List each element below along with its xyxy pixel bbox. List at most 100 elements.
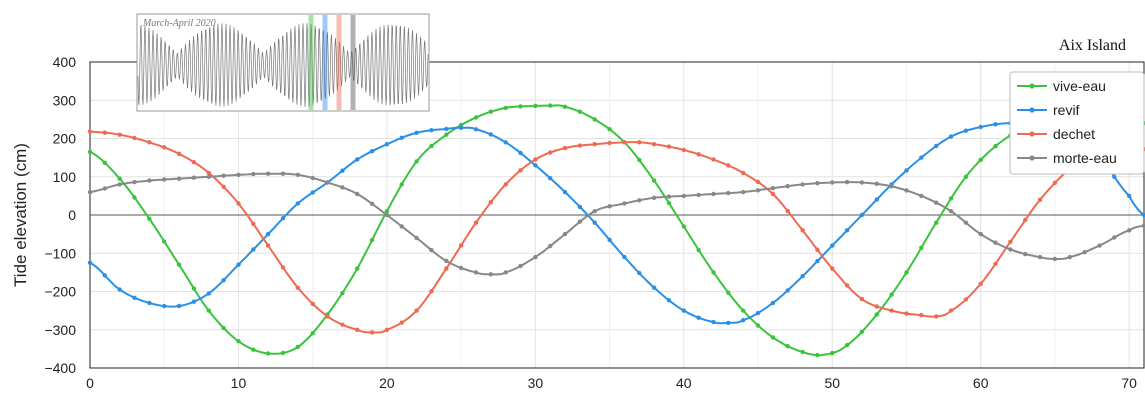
data-point-dechet — [874, 304, 879, 309]
data-point-vive-eau — [102, 160, 108, 165]
data-point-dechet — [310, 301, 315, 306]
data-point-dechet — [770, 191, 776, 197]
data-point-morte-eau — [830, 180, 835, 185]
series-line-morte-eau — [89, 172, 1145, 276]
data-point-revif — [1141, 212, 1145, 218]
data-point-revif — [458, 125, 464, 130]
data-point-vive-eau — [755, 323, 761, 328]
data-point-dechet — [651, 142, 657, 147]
data-point-vive-eau — [726, 290, 731, 295]
data-point-dechet — [919, 313, 924, 318]
data-point-vive-eau — [696, 247, 701, 253]
data-point-dechet — [711, 157, 716, 162]
data-point-morte-eau — [637, 198, 642, 203]
data-point-dechet — [429, 289, 434, 294]
x-tick-label: 60 — [973, 375, 989, 391]
data-point-morte-eau — [310, 175, 315, 181]
data-point-dechet — [562, 145, 568, 151]
data-point-morte-eau — [1097, 243, 1102, 248]
data-point-dechet — [1037, 197, 1043, 202]
data-point-vive-eau — [355, 266, 360, 271]
data-point-morte-eau — [251, 171, 256, 177]
data-point-dechet — [859, 296, 865, 302]
data-point-revif — [562, 189, 568, 195]
data-point-vive-eau — [444, 132, 449, 137]
data-point-dechet — [1052, 180, 1058, 185]
y-tick-label: 200 — [53, 131, 77, 147]
data-point-vive-eau — [844, 342, 850, 348]
data-point-revif — [147, 300, 152, 306]
data-point-morte-eau — [503, 270, 508, 275]
data-point-vive-eau — [785, 344, 790, 349]
data-point-revif — [741, 318, 746, 323]
data-point-vive-eau — [191, 286, 197, 291]
y-tick-label: −100 — [44, 245, 76, 261]
data-point-morte-eau — [147, 178, 152, 183]
data-point-revif — [666, 298, 672, 303]
data-point-dechet — [265, 243, 271, 248]
data-point-revif — [948, 134, 954, 139]
data-point-revif — [162, 303, 167, 309]
data-point-dechet — [355, 327, 360, 332]
data-point-morte-eau — [369, 201, 375, 206]
data-point-dechet — [251, 221, 256, 226]
data-point-revif — [696, 315, 701, 320]
data-point-dechet — [978, 281, 983, 287]
y-tick-labels: 400 300 200 100 0 −100 −200 −300 −400 — [44, 54, 76, 376]
data-point-dechet — [548, 150, 553, 155]
data-point-dechet — [147, 140, 152, 145]
data-point-morte-eau — [206, 174, 211, 179]
data-point-vive-eau — [741, 308, 746, 313]
data-point-revif — [548, 176, 553, 181]
data-point-revif — [280, 216, 286, 221]
data-point-morte-eau — [473, 270, 479, 275]
series-line-dechet — [89, 130, 1144, 334]
data-point-dechet — [904, 311, 909, 316]
data-point-vive-eau — [548, 103, 553, 108]
data-point-dechet — [963, 297, 969, 302]
data-point-revif — [681, 308, 686, 313]
data-point-morte-eau — [681, 193, 686, 199]
data-point-revif — [592, 220, 597, 225]
data-point-morte-eau — [295, 172, 300, 177]
legend-box — [1009, 71, 1145, 175]
data-point-morte-eau — [236, 172, 241, 177]
data-point-dechet — [666, 144, 672, 149]
data-point-morte-eau — [651, 195, 657, 200]
x-tick-label: 10 — [231, 375, 247, 391]
data-point-revif — [488, 132, 493, 137]
data-point-dechet — [533, 157, 538, 162]
data-point-revif — [904, 168, 909, 173]
data-point-vive-eau — [176, 262, 182, 267]
data-point-morte-eau — [696, 192, 701, 198]
data-point-morte-eau — [221, 173, 226, 178]
data-point-morte-eau — [904, 188, 909, 193]
data-point-vive-eau — [993, 144, 998, 149]
data-point-vive-eau — [681, 224, 686, 229]
legend: vive-eau revif dechet morte-eau — [1009, 71, 1145, 175]
data-point-revif — [637, 270, 642, 276]
data-point-dechet — [414, 308, 419, 313]
data-point-vive-eau — [399, 182, 404, 187]
x-tick-label: 70 — [1121, 375, 1137, 391]
y-tick-label: 400 — [53, 54, 77, 70]
data-point-morte-eau — [518, 263, 523, 269]
data-point-morte-eau — [874, 181, 879, 186]
data-point-morte-eau — [399, 224, 404, 229]
data-point-revif — [310, 190, 315, 195]
data-point-revif — [934, 143, 939, 149]
data-point-vive-eau — [651, 178, 657, 183]
data-point-morte-eau — [265, 171, 271, 176]
data-point-morte-eau — [993, 240, 998, 245]
data-point-vive-eau — [295, 344, 300, 350]
inset-waveform-path — [137, 23, 429, 107]
data-point-revif — [503, 140, 508, 145]
data-point-dechet — [488, 200, 493, 205]
data-point-vive-eau — [384, 209, 390, 214]
data-point-morte-eau — [191, 175, 197, 180]
data-point-revif — [87, 260, 93, 265]
data-point-dechet — [681, 147, 686, 153]
data-point-revif — [651, 285, 657, 290]
data-point-revif — [800, 274, 805, 279]
legend-label-vive-eau: vive-eau — [1053, 78, 1106, 94]
